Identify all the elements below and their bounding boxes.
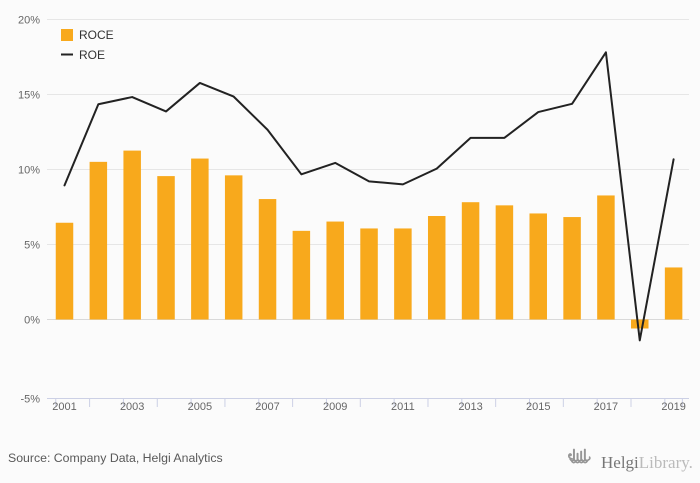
svg-text:15%: 15% xyxy=(18,90,40,102)
svg-text:2019: 2019 xyxy=(661,401,685,413)
svg-text:10%: 10% xyxy=(18,165,40,177)
svg-text:2005: 2005 xyxy=(188,401,212,413)
svg-text:2011: 2011 xyxy=(391,401,415,413)
svg-text:2003: 2003 xyxy=(120,401,144,413)
svg-text:2001: 2001 xyxy=(52,401,76,413)
svg-text:2009: 2009 xyxy=(323,401,347,413)
svg-text:ROE: ROE xyxy=(79,48,105,62)
svg-text:2007: 2007 xyxy=(255,401,279,413)
svg-text:5%: 5% xyxy=(24,240,40,252)
svg-text:2015: 2015 xyxy=(526,401,550,413)
svg-text:2017: 2017 xyxy=(594,401,618,413)
svg-text:ROCE: ROCE xyxy=(79,28,114,42)
svg-text:0%: 0% xyxy=(24,315,40,327)
svg-text:-5%: -5% xyxy=(20,394,40,406)
svg-text:2013: 2013 xyxy=(458,401,482,413)
svg-text:HelgiLibrary.: HelgiLibrary. xyxy=(601,453,693,472)
svg-text:20%: 20% xyxy=(18,15,40,27)
